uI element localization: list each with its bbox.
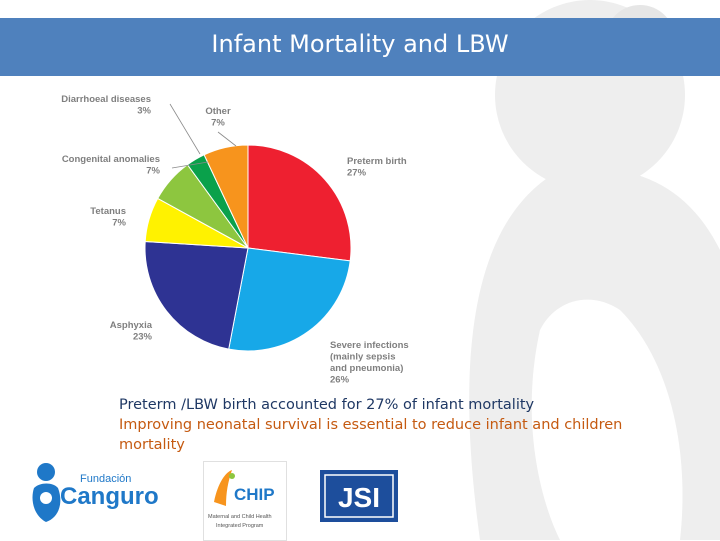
pie-slice-other [203,144,249,249]
leader-line [217,131,237,147]
slice-name: Severe infections [330,340,409,351]
slice-name: Preterm birth [347,156,407,167]
chip-logo: CHIP Maternal and Child Health Integrate… [203,461,287,541]
slice-name: Asphyxia [110,320,153,331]
jsi-text: JSI [338,482,380,513]
slide-title: Infant Mortality and LBW [211,30,509,58]
slice-value: 23% [133,332,153,343]
slice-name: Diarrhoeal diseases [61,94,151,105]
slice-name: and pneumonia) [330,363,403,374]
slice-label: Preterm birth 27% [347,156,407,179]
slice-value: 7% [211,118,225,129]
slice-name: Congenital anomalies [62,154,160,165]
slice-value: 7% [112,218,126,229]
caption-line-1: Preterm /LBW birth accounted for 27% of … [119,397,535,413]
title-bar [0,18,720,76]
chip-sub-1: Maternal and Child Health [208,514,272,520]
leader-line [171,161,209,169]
pie-slice-preterm [247,144,352,262]
leader-line [169,103,201,155]
slice-label: Other 7% [205,106,231,129]
slice-name: (mainly sepsis [330,352,395,363]
slice-label: Tetanus 7% [90,206,126,229]
slice-name: Other [205,106,231,117]
slice-value: 7% [146,166,160,177]
slice-name: Tetanus [90,206,126,217]
fundacion-canguro-logo: Fundación Canguro [32,463,159,522]
pie-chart: Preterm birth 27% Severe infections (mainly… [61,94,409,386]
slice-value: 3% [137,106,151,117]
chip-sub-2: Integrated Program [216,523,264,529]
pie-slice-asphyxia [144,241,249,350]
slice-label: Asphyxia 23% [110,320,153,343]
jsi-logo: JSI [320,470,398,522]
canguro-big-text: Canguro [60,483,159,510]
slice-value: 27% [347,168,367,179]
chip-mark: CHIP [234,485,275,504]
slice-label: Congenital anomalies 7% [62,154,161,177]
slice-label: Diarrhoeal diseases 3% [61,94,151,117]
slice-value: 26% [330,375,350,386]
caption-line-2: Improving neonatal survival is essential… [119,417,623,453]
canguro-small-text: Fundación [80,473,131,485]
slice-label: Severe infections (mainly sepsis and pneum… [330,340,409,386]
pie-slice-severe [228,247,351,352]
